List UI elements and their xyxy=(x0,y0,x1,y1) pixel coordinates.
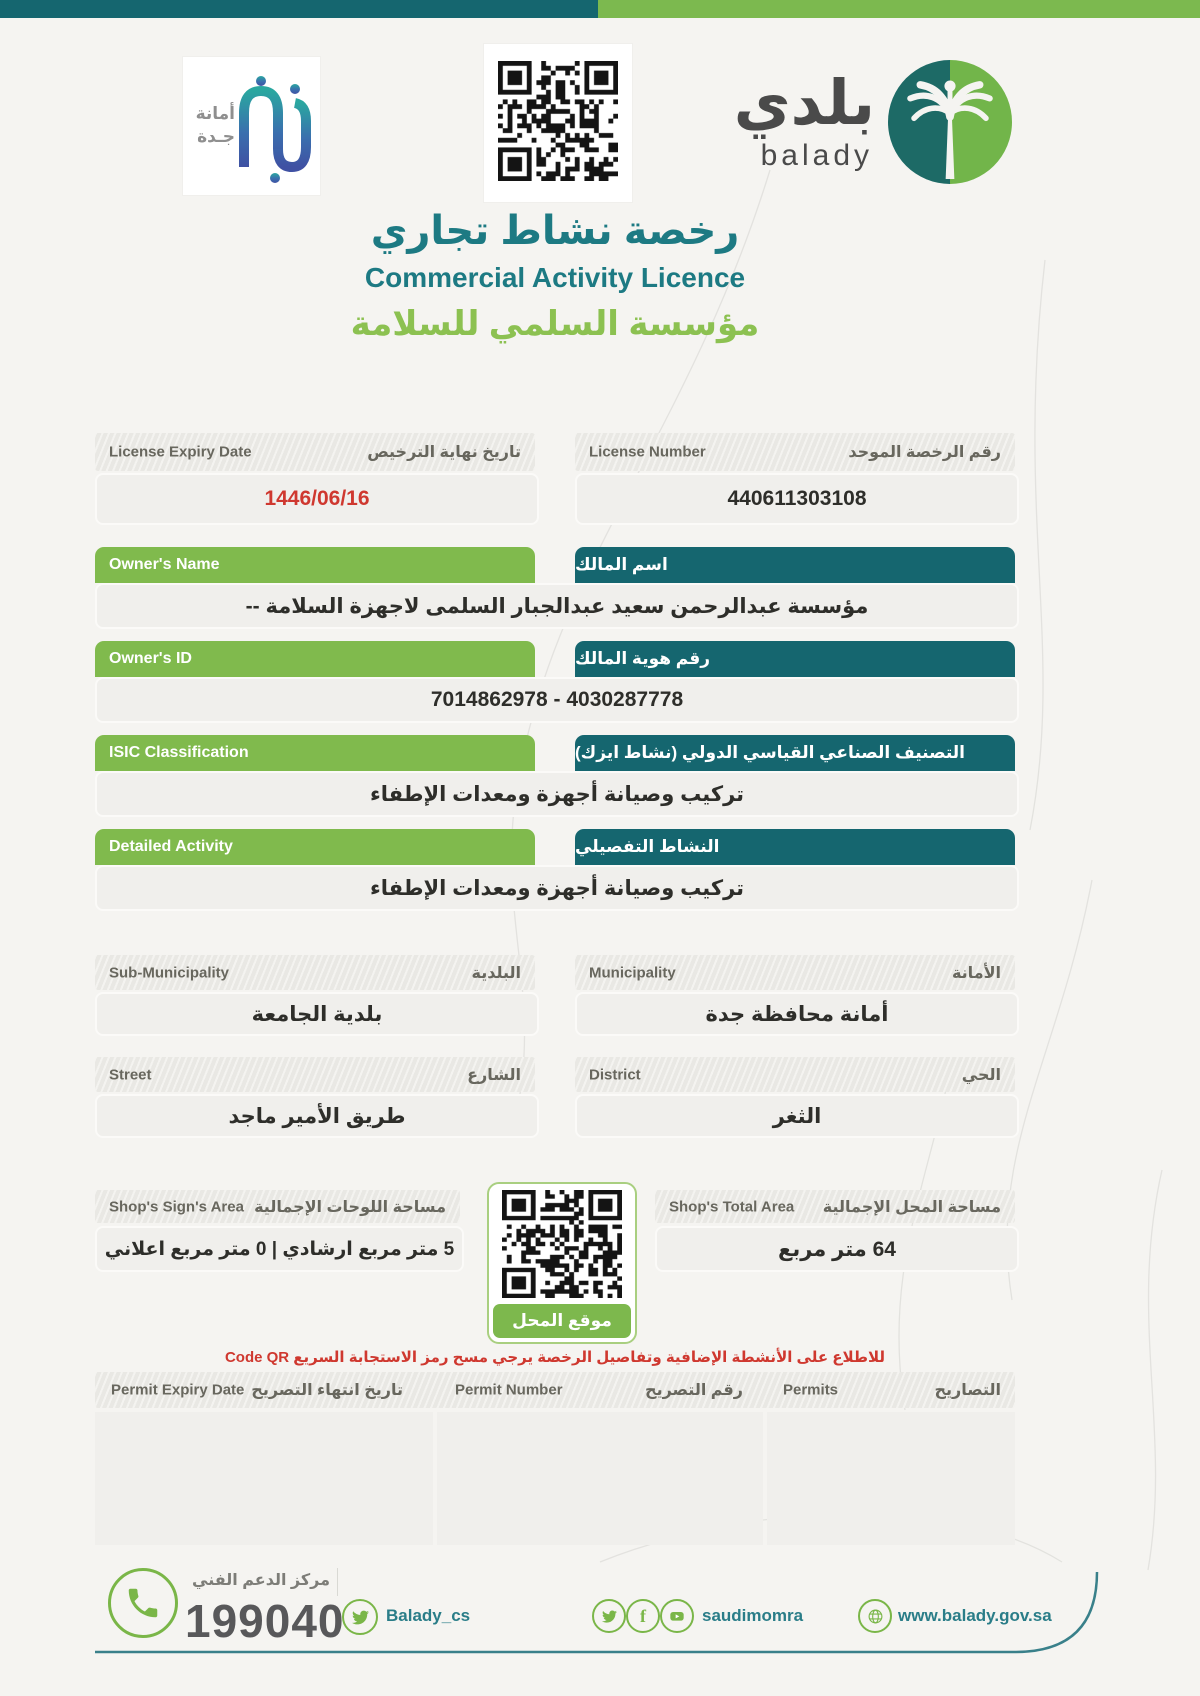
jeddah-amana-logo: أمانة جـدة xyxy=(183,57,320,195)
sub-municipality-label-ar: البلدية xyxy=(471,964,521,982)
license-qr-code xyxy=(498,61,618,181)
shop-sign-area-label-ar: مساحة اللوحات الإجمالية xyxy=(254,1198,446,1216)
social-twitter-icon xyxy=(592,1599,626,1633)
permits-table-header: Permit Expiry Date تاريخ انتهاء التصريح … xyxy=(95,1372,1015,1408)
owner-id-value: 7014862978 - 4030287778 xyxy=(95,677,1019,723)
topbar-teal-segment xyxy=(0,0,598,18)
globe-icon xyxy=(858,1599,892,1633)
balady-palm-icon xyxy=(888,60,1012,184)
shop-location-qr-caption: موقع المحل xyxy=(493,1304,631,1338)
district-label-ar: الحي xyxy=(961,1066,1001,1084)
detailed-activity-header-en: Detailed Activity xyxy=(95,829,535,865)
permit-expiry-label-en: Permit Expiry Date xyxy=(111,1381,245,1399)
shop-total-area-value: 64 متر مربع xyxy=(655,1226,1019,1272)
shop-location-qr-code xyxy=(502,1190,622,1298)
license-expiry-header: License Expiry Date تاريخ نهاية الترخيص xyxy=(95,433,535,471)
municipality-label-en: Municipality xyxy=(589,964,676,981)
shop-location-qr-box: موقع المحل xyxy=(487,1182,637,1344)
owner-name-label-en: Owner's Name xyxy=(109,556,220,573)
facebook-icon: f xyxy=(626,1599,660,1633)
balady-logo: بلدي balady xyxy=(720,55,1020,195)
street-label-en: Street xyxy=(109,1066,152,1083)
topbar-green-segment xyxy=(598,0,1200,18)
permits-column-expiry xyxy=(95,1412,433,1545)
balady-arabic-wordmark: بلدي xyxy=(733,69,875,138)
street-header: Street الشارع xyxy=(95,1057,535,1092)
license-number-label-en: License Number xyxy=(589,443,706,461)
license-expiry-label-ar: تاريخ نهاية الترخيص xyxy=(367,444,521,461)
license-number-value: 440611303108 xyxy=(575,473,1019,525)
license-number-label-ar: رقم الرخصة الموحد xyxy=(848,444,1001,461)
twitter-icon xyxy=(342,1599,378,1635)
license-expiry-value: 1446/06/16 xyxy=(95,473,539,525)
shop-total-area-label-ar: مساحة المحل الإجمالية xyxy=(822,1198,1001,1216)
establishment-name: مؤسسة السلمي للسلامة xyxy=(350,305,760,343)
sub-municipality-label-en: Sub-Municipality xyxy=(109,964,229,981)
permit-number-label-ar: رقم التصريح xyxy=(645,1382,743,1399)
balady-latin-wordmark: balady xyxy=(760,139,873,172)
owner-name-header-en: Owner's Name xyxy=(95,547,535,583)
support-label-divider xyxy=(337,1568,338,1596)
isic-label-en: ISIC Classification xyxy=(109,744,249,761)
shop-sign-area-label-en: Shop's Sign's Area xyxy=(109,1198,244,1215)
license-expiry-label-en: License Expiry Date xyxy=(109,443,252,461)
isic-label-ar: التصنيف الصناعي القياسي الدولي (نشاط ايز… xyxy=(575,743,966,762)
page-title-english: Commercial Activity Licence xyxy=(364,262,746,293)
municipality-label-ar: الأمانة xyxy=(951,964,1001,982)
sub-municipality-value: بلدية الجامعة xyxy=(95,992,539,1036)
municipality-header: Municipality الأمانة xyxy=(575,955,1015,990)
owner-name-label-ar: اسم المالك xyxy=(575,555,668,574)
owner-id-header-en: Owner's ID xyxy=(95,641,535,677)
owner-id-label-ar: رقم هوية المالك xyxy=(575,649,711,668)
jeddah-amana-text-line2: جـدة xyxy=(197,126,235,146)
permit-number-label-en: Permit Number xyxy=(455,1381,563,1399)
shop-total-area-label-en: Shop's Total Area xyxy=(669,1198,795,1215)
support-center-label: مركز الدعم الفني xyxy=(192,1572,330,1589)
permits-label-ar: التصاريح xyxy=(934,1382,1001,1399)
license-qr-box xyxy=(484,44,632,202)
isic-value: تركيب وصيانة أجهزة ومعدات الإطفاء xyxy=(95,771,1019,817)
shop-sign-area-header: Shop's Sign's Area مساحة اللوحات الإجمال… xyxy=(95,1190,460,1223)
jeddah-arches-icon xyxy=(239,76,311,183)
owner-name-header-ar: اسم المالك xyxy=(575,547,1015,583)
qr-scan-note: للاطلاع على الأنشطة الإضافية وتفاصيل الر… xyxy=(224,1349,886,1366)
owner-id-header-ar: رقم هوية المالك xyxy=(575,641,1015,677)
permits-column-number xyxy=(437,1412,763,1545)
shop-sign-area-value: 5 متر مربع ارشادي | 0 متر مربع اعلاني xyxy=(95,1226,464,1272)
street-label-ar: الشارع xyxy=(467,1066,521,1084)
district-label-en: District xyxy=(589,1066,641,1083)
detailed-activity-header-ar: النشاط التفصيلي xyxy=(575,829,1015,865)
district-value: الثغر xyxy=(575,1094,1019,1138)
isic-header-ar: التصنيف الصناعي القياسي الدولي (نشاط ايز… xyxy=(575,735,1015,771)
owner-id-label-en: Owner's ID xyxy=(109,650,192,667)
street-value: طريق الأمير ماجد xyxy=(95,1094,539,1138)
permits-column-permits xyxy=(767,1412,1015,1545)
owner-name-value: مؤسسة عبدالرحمن سعيد عبدالجبار السلمى لا… xyxy=(95,583,1019,629)
municipality-value: أمانة محافظة جدة xyxy=(575,992,1019,1036)
sub-municipality-header: Sub-Municipality البلدية xyxy=(95,955,535,990)
detailed-activity-value: تركيب وصيانة أجهزة ومعدات الإطفاء xyxy=(95,865,1019,911)
shop-total-area-header: Shop's Total Area مساحة المحل الإجمالية xyxy=(655,1190,1015,1223)
jeddah-amana-text-line1: أمانة xyxy=(195,104,235,123)
license-number-header: License Number رقم الرخصة الموحد xyxy=(575,433,1015,471)
permit-expiry-label-ar: تاريخ انتهاء التصريح xyxy=(251,1382,403,1399)
page-title-arabic: رخصة نشاط تجاري xyxy=(370,209,740,253)
twitter-handle: Balady_cs xyxy=(386,1606,471,1625)
district-header: District الحي xyxy=(575,1057,1015,1092)
detailed-activity-label-en: Detailed Activity xyxy=(109,838,233,855)
permits-label-en: Permits xyxy=(783,1381,839,1399)
support-number: 199040 xyxy=(185,1595,345,1647)
youtube-icon xyxy=(660,1599,694,1633)
detailed-activity-label-ar: النشاط التفصيلي xyxy=(575,837,720,856)
social-account: saudimomra xyxy=(702,1606,804,1625)
website-url: www.balady.gov.sa xyxy=(898,1606,1052,1625)
phone-icon xyxy=(108,1568,178,1638)
isic-header-en: ISIC Classification xyxy=(95,735,535,771)
